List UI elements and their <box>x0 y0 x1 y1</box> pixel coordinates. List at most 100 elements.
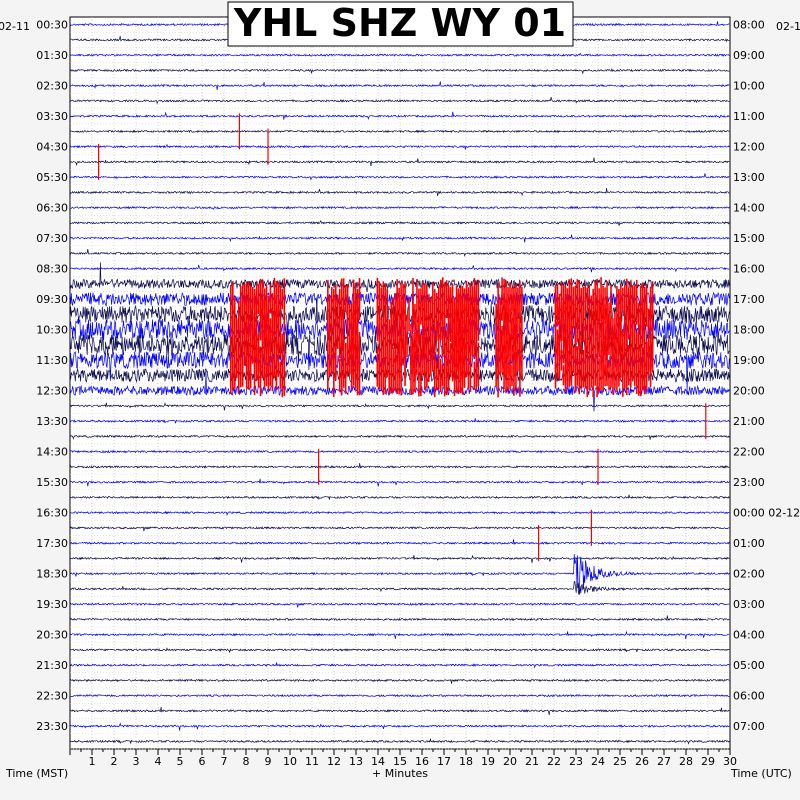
time-label-left: 23:30 <box>36 720 68 733</box>
time-label-right: 22:00 <box>733 446 765 459</box>
trace-line <box>69 678 730 684</box>
trace-line <box>69 52 730 57</box>
x-tick-label: 11 <box>305 755 319 768</box>
time-label-left: 22:30 <box>36 690 68 703</box>
time-label-right: 09:00 <box>733 49 765 62</box>
time-label-left: 07:30 <box>36 232 68 245</box>
time-label-right: 03:00 <box>733 598 765 611</box>
time-label-right: 20:00 <box>733 385 765 398</box>
trace-line <box>69 662 730 669</box>
trace-line <box>69 418 730 424</box>
x-tick-label: 15 <box>393 755 407 768</box>
x-tick-label: 22 <box>547 755 561 768</box>
trace-line <box>69 96 730 105</box>
time-label-left: 16:30 <box>36 507 68 520</box>
trace-line <box>69 157 730 167</box>
x-tick-label: 12 <box>327 755 341 768</box>
time-label-left: 05:30 <box>36 171 68 184</box>
trace-line <box>69 220 730 226</box>
time-label-right: 16:00 <box>733 263 765 276</box>
trace-line <box>69 249 730 258</box>
trace-line <box>69 706 730 716</box>
x-tick-label: 16 <box>415 755 429 768</box>
time-label-right: 08:00 <box>733 19 765 32</box>
x-tick-label: 14 <box>371 755 385 768</box>
trace-line <box>69 234 730 243</box>
x-tick-label: 28 <box>679 755 693 768</box>
time-label-right: 19:00 <box>733 354 765 367</box>
time-label-left: 03:30 <box>36 110 68 123</box>
time-label-left: 20:30 <box>36 629 68 642</box>
time-label-right: 10:00 <box>733 80 765 93</box>
trace-line <box>69 722 730 731</box>
trace-line <box>69 615 730 622</box>
x-tick-label: 17 <box>437 755 451 768</box>
seismic-traces <box>69 21 730 745</box>
trace-line <box>69 738 730 745</box>
trace-line <box>69 264 730 273</box>
time-label-right: 00:00 02-12 <box>733 507 800 520</box>
time-label-left: 00:30 <box>36 19 68 32</box>
trace-line <box>69 143 730 150</box>
x-tick-label: 7 <box>221 755 228 768</box>
x-tick-label: 10 <box>283 755 297 768</box>
time-label-left: 17:30 <box>36 537 68 550</box>
time-label-left: 01:30 <box>36 49 68 62</box>
time-label-left: 21:30 <box>36 659 68 672</box>
trace-line <box>69 554 730 563</box>
time-label-right: 23:00 <box>733 476 765 489</box>
trace-line <box>69 581 730 595</box>
trace-line <box>69 494 730 500</box>
title-box <box>227 1 574 47</box>
x-tick-label: 5 <box>177 755 184 768</box>
time-label-left: 08:30 <box>36 263 68 276</box>
x-axis-label: + Minutes <box>372 767 428 780</box>
trace-line <box>69 510 730 516</box>
trace-line <box>69 188 730 197</box>
trace-line <box>69 434 730 440</box>
x-tick-label: 25 <box>613 755 627 768</box>
trace-line <box>69 68 730 75</box>
x-tick-label: 13 <box>349 755 363 768</box>
trace-line <box>69 111 730 121</box>
trace-line <box>69 478 730 487</box>
time-label-left: 06:30 <box>36 202 68 215</box>
trace-line <box>69 602 730 608</box>
minute-axis: 1 2 3 4 5 6 7 8 9 10 11 12 13 14 15 16 17 18 19 20 21 22 23 24 2… <box>69 749 737 768</box>
time-label-left: 12:30 <box>36 385 68 398</box>
x-tick-label: 24 <box>591 755 605 768</box>
time-label-right: 17:00 <box>733 293 765 306</box>
x-tick-label: 19 <box>481 755 495 768</box>
time-label-left: 13:30 <box>36 415 68 428</box>
trace-line <box>69 554 730 595</box>
trace-line <box>69 462 730 469</box>
x-tick-label: 2 <box>111 755 118 768</box>
x-tick-label: 27 <box>657 755 671 768</box>
time-label-right: 21:00 <box>733 415 765 428</box>
trace-line <box>69 647 730 653</box>
time-label-right: 04:00 <box>733 629 765 642</box>
trace-line <box>69 205 730 210</box>
trace-line <box>69 81 730 90</box>
date-right: 02-1 <box>776 20 800 33</box>
x-tick-label: 23 <box>569 755 583 768</box>
left-time-labels: 00:30 01:30 02:30 03:30 04:30 05:30 06:30 07:30… <box>36 19 68 734</box>
x-tick-label: 8 <box>243 755 250 768</box>
time-label-left: 14:30 <box>36 446 68 459</box>
x-tick-label: 1 <box>89 755 96 768</box>
time-label-right: 05:00 <box>733 659 765 672</box>
time-label-right: 11:00 <box>733 110 765 123</box>
grid <box>70 17 730 750</box>
time-label-left: 19:30 <box>36 598 68 611</box>
trace-line <box>69 630 730 640</box>
x-tick-label: 26 <box>635 755 649 768</box>
trace-line <box>69 449 730 454</box>
right-time-labels: 08:00 09:00 10:00 11:00 12:00 13:00 14:00 15:00… <box>733 19 800 734</box>
time-label-right: 01:00 <box>733 537 765 550</box>
clipped-signal <box>97 113 707 562</box>
trace-line <box>69 693 730 698</box>
chart-title: YHL SHZ WY 01 <box>233 1 566 45</box>
trace-line <box>69 402 730 411</box>
date-left: 02-11 <box>0 20 30 33</box>
